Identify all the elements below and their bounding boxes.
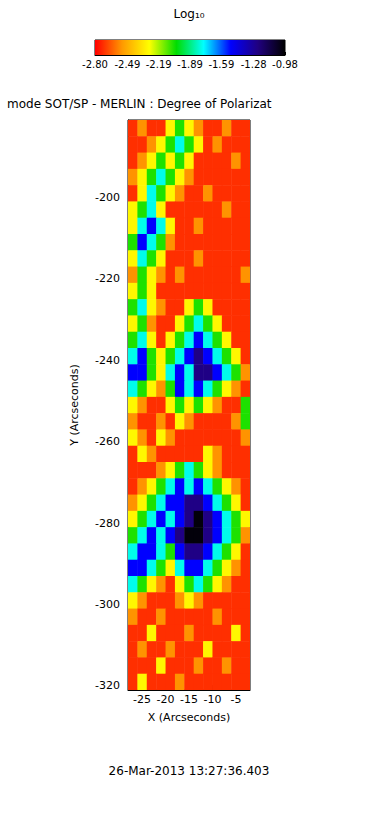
svg-text:-10: -10 bbox=[203, 693, 221, 706]
svg-text:-220: -220 bbox=[95, 272, 120, 285]
svg-text:-200: -200 bbox=[95, 191, 120, 204]
svg-text:-280: -280 bbox=[95, 517, 120, 530]
svg-text:-25: -25 bbox=[133, 693, 151, 706]
svg-text:-5: -5 bbox=[230, 693, 241, 706]
svg-text:Y (Arcseconds): Y (Arcseconds) bbox=[68, 364, 81, 447]
svg-text:-240: -240 bbox=[95, 354, 120, 367]
svg-text:Log₁₀: Log₁₀ bbox=[173, 7, 204, 21]
svg-text:-300: -300 bbox=[95, 598, 120, 611]
svg-text:-320: -320 bbox=[95, 679, 120, 692]
svg-text:-2.49: -2.49 bbox=[114, 59, 140, 70]
svg-text:X (Arcseconds): X (Arcseconds) bbox=[148, 711, 230, 724]
svg-text:26-Mar-2013 13:27:36.403: 26-Mar-2013 13:27:36.403 bbox=[109, 764, 270, 778]
svg-text:-2.80: -2.80 bbox=[82, 59, 108, 70]
svg-text:-2.19: -2.19 bbox=[146, 59, 172, 70]
svg-text:-260: -260 bbox=[95, 435, 120, 448]
svg-text:-1.89: -1.89 bbox=[177, 59, 203, 70]
svg-text:-1.59: -1.59 bbox=[208, 59, 234, 70]
svg-text:mode SOT/SP - MERLIN : Degree: mode SOT/SP - MERLIN : Degree of Polariz… bbox=[7, 97, 272, 111]
svg-text:-1.28: -1.28 bbox=[241, 59, 267, 70]
svg-text:-0.98: -0.98 bbox=[272, 59, 298, 70]
svg-text:-20: -20 bbox=[157, 693, 175, 706]
svg-text:-15: -15 bbox=[180, 693, 198, 706]
